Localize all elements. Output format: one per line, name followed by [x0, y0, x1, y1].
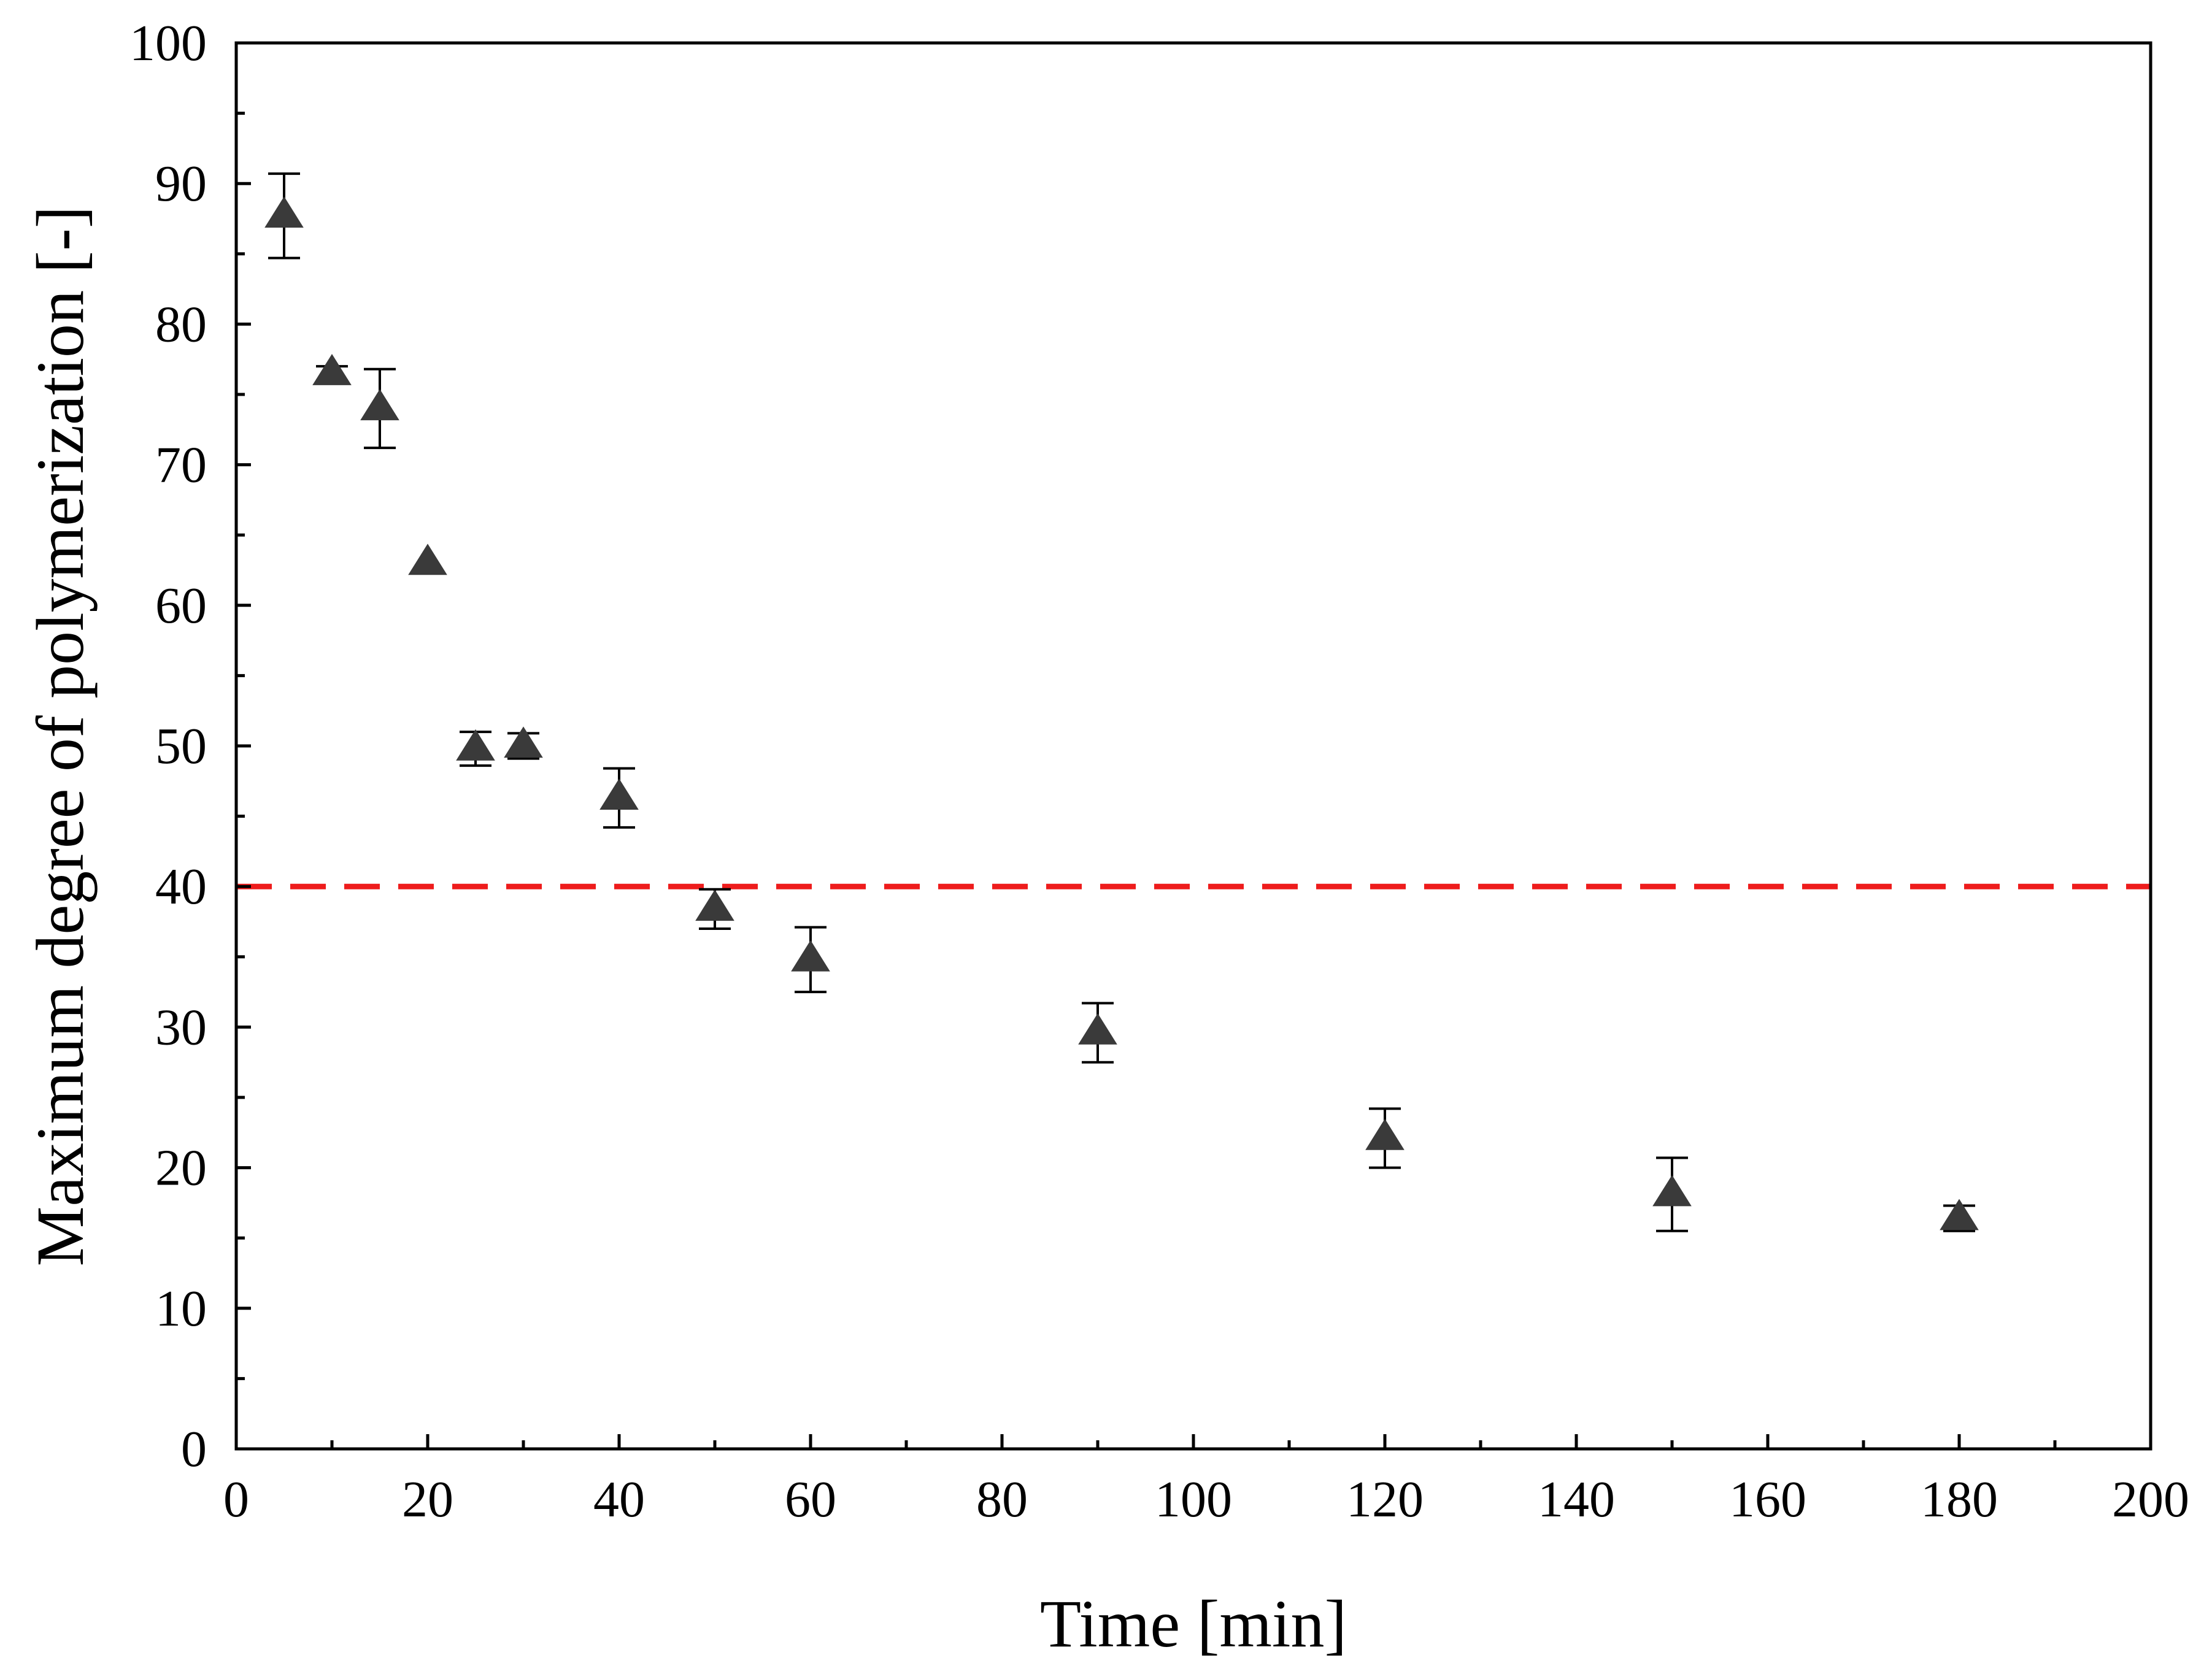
triangle-marker — [695, 889, 734, 921]
data-point — [1365, 1107, 1405, 1169]
data-point — [791, 926, 830, 994]
y-tick-label: 10 — [155, 1280, 207, 1337]
x-tick-label: 80 — [976, 1471, 1028, 1528]
y-tick-label: 60 — [155, 577, 207, 634]
x-axis-title: Time [min] — [1040, 1586, 1347, 1661]
data-point — [456, 729, 495, 767]
data-point — [264, 172, 304, 259]
x-tick-label: 160 — [1729, 1471, 1806, 1528]
x-tick-label: 120 — [1346, 1471, 1424, 1528]
data-point — [1940, 1199, 1979, 1232]
data-point — [695, 888, 734, 930]
y-tick-label: 20 — [155, 1140, 207, 1197]
data-points-group — [264, 172, 1979, 1232]
triangle-marker — [1652, 1175, 1692, 1207]
x-tick-label: 180 — [1921, 1471, 1998, 1528]
triangle-marker — [1365, 1118, 1405, 1150]
x-tick-label: 0 — [223, 1471, 249, 1528]
triangle-marker — [456, 729, 495, 761]
triangle-marker — [360, 389, 399, 421]
x-tick-label: 60 — [785, 1471, 836, 1528]
y-tick-label: 70 — [155, 437, 207, 494]
triangle-marker — [1940, 1199, 1979, 1231]
y-tick-label: 80 — [155, 296, 207, 353]
data-point — [1652, 1156, 1692, 1232]
data-point — [504, 726, 543, 760]
x-tick-label: 200 — [2112, 1471, 2189, 1528]
x-tick-label: 20 — [402, 1471, 453, 1528]
data-point — [312, 353, 352, 385]
y-axis-title: Maximum degree of polymerization [-] — [23, 206, 98, 1267]
x-tick-label: 40 — [593, 1471, 645, 1528]
y-tick-label: 90 — [155, 155, 207, 212]
triangle-marker — [264, 196, 304, 228]
data-point — [599, 767, 639, 829]
axes-group: 0 20 40 60 80 100 120 140 160 180 200 0 10 20 30 40 50 60… — [129, 15, 2189, 1528]
y-tick-label: 30 — [155, 999, 207, 1056]
data-point — [360, 367, 399, 450]
y-tick-label: 40 — [155, 858, 207, 915]
triangle-marker — [312, 353, 352, 385]
data-point — [1078, 1002, 1117, 1064]
x-tick-label: 100 — [1155, 1471, 1232, 1528]
triangle-marker — [1078, 1013, 1117, 1045]
x-tick-label: 140 — [1538, 1471, 1615, 1528]
data-point — [408, 543, 447, 575]
triangle-marker — [504, 726, 543, 758]
triangle-marker — [408, 543, 447, 575]
y-tick-label: 0 — [181, 1421, 207, 1478]
y-tick-label: 100 — [129, 15, 207, 72]
triangle-marker — [599, 778, 639, 810]
y-tick-label: 50 — [155, 718, 207, 775]
triangle-marker — [791, 940, 830, 972]
